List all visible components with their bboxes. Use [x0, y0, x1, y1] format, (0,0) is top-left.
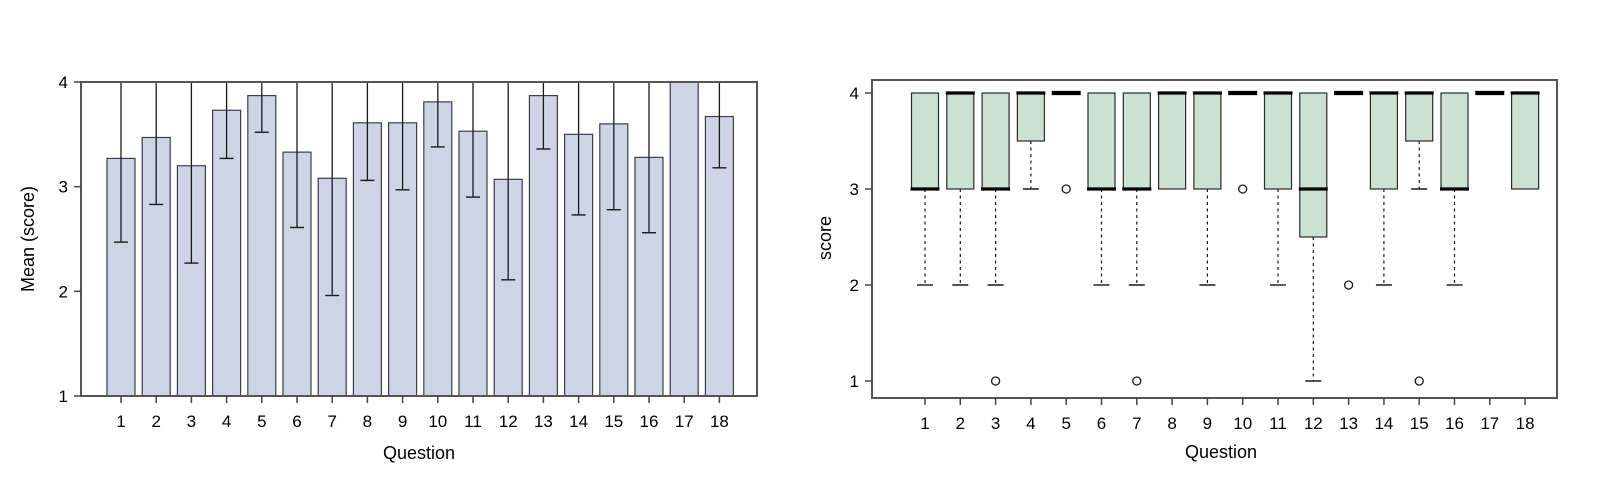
bar-q5 [247, 95, 277, 397]
left-plot-frame [80, 81, 758, 397]
box-q6 [1087, 92, 1116, 190]
right-x-tick-label: 9 [1203, 414, 1212, 433]
left-x-tick-label: 9 [398, 412, 407, 431]
right-y-tick-label: 3 [850, 180, 859, 199]
box-q15 [1405, 92, 1434, 142]
bar-q4 [212, 109, 242, 397]
right-yaxis-title: score [815, 216, 835, 260]
left-xaxis-title: Question [383, 443, 455, 463]
left-x-tick-label: 4 [222, 412, 231, 431]
right-x-tick-label: 18 [1516, 414, 1535, 433]
box-q7 [1122, 92, 1151, 190]
outlier-q3 [990, 376, 1001, 386]
left-x-tick-label: 18 [710, 412, 729, 431]
outlier-q15 [1414, 376, 1424, 386]
left-y-tick-label: 1 [59, 387, 68, 406]
outlier-q7 [1132, 376, 1142, 386]
left-x-tick-label: 14 [569, 412, 588, 431]
outlier-q5 [1061, 184, 1071, 194]
left-yaxis-title: Mean (score) [18, 186, 38, 292]
left-y-tick-label: 3 [59, 178, 68, 197]
outlier-q10 [1238, 184, 1248, 194]
left-x-tick-label: 10 [428, 412, 447, 431]
right-y-tick-label: 1 [850, 372, 859, 391]
right-plot-frame [871, 79, 1558, 399]
box-q4 [1016, 92, 1046, 142]
box-q12 [1299, 92, 1328, 238]
left-x-tick-label: 1 [116, 412, 125, 431]
right-x-tick-label: 11 [1269, 414, 1287, 433]
right-x-tick-label: 8 [1167, 414, 1176, 433]
left-x-tick-label: 8 [363, 412, 372, 431]
right-x-tick-label: 13 [1339, 414, 1358, 433]
right-x-tick-label: 12 [1304, 414, 1323, 433]
left-x-tick-label: 2 [151, 412, 160, 431]
right-x-tick-label: 2 [956, 414, 965, 433]
left-x-tick-label: 6 [292, 412, 301, 431]
left-x-tick-label: 5 [257, 412, 266, 431]
right-y-tick-label: 2 [850, 276, 859, 295]
right-x-tick-label: 5 [1061, 414, 1070, 433]
box-q14 [1369, 92, 1399, 190]
right-x-tick-label: 14 [1374, 414, 1393, 433]
right-x-tick-label: 6 [1097, 414, 1106, 433]
right-x-tick-label: 10 [1233, 414, 1252, 433]
box-q1 [910, 92, 940, 190]
left-x-tick-label: 15 [604, 412, 623, 431]
right-x-tick-label: 17 [1480, 414, 1499, 433]
right-x-tick-label: 4 [1026, 414, 1035, 433]
left-y-tick-label: 2 [59, 282, 68, 301]
box-q2 [946, 92, 975, 190]
box-q9 [1193, 92, 1222, 190]
left-x-tick-label: 16 [640, 412, 659, 431]
box-q11 [1263, 92, 1293, 190]
right-x-tick-label: 7 [1132, 414, 1141, 433]
box-q3 [981, 92, 1010, 190]
left-x-tick-label: 12 [499, 412, 518, 431]
right-y-tick-label: 4 [850, 84, 859, 103]
box-q8 [1157, 92, 1187, 190]
left-x-tick-label: 13 [534, 412, 553, 431]
left-x-tick-label: 3 [187, 412, 196, 431]
outlier-q13 [1343, 280, 1354, 290]
box-q18 [1510, 92, 1540, 190]
right-x-tick-label: 16 [1445, 414, 1464, 433]
right-xaxis-title: Question [1185, 442, 1257, 462]
right-x-tick-label: 1 [920, 414, 929, 433]
right-x-tick-label: 3 [991, 414, 1000, 433]
box-q16 [1440, 92, 1469, 190]
bar-q17 [669, 81, 699, 397]
left-x-tick-label: 11 [464, 412, 482, 431]
left-x-tick-label: 7 [327, 412, 336, 431]
left-y-tick-label: 4 [59, 73, 68, 92]
left-x-tick-label: 17 [675, 412, 694, 431]
right-x-tick-label: 15 [1410, 414, 1429, 433]
